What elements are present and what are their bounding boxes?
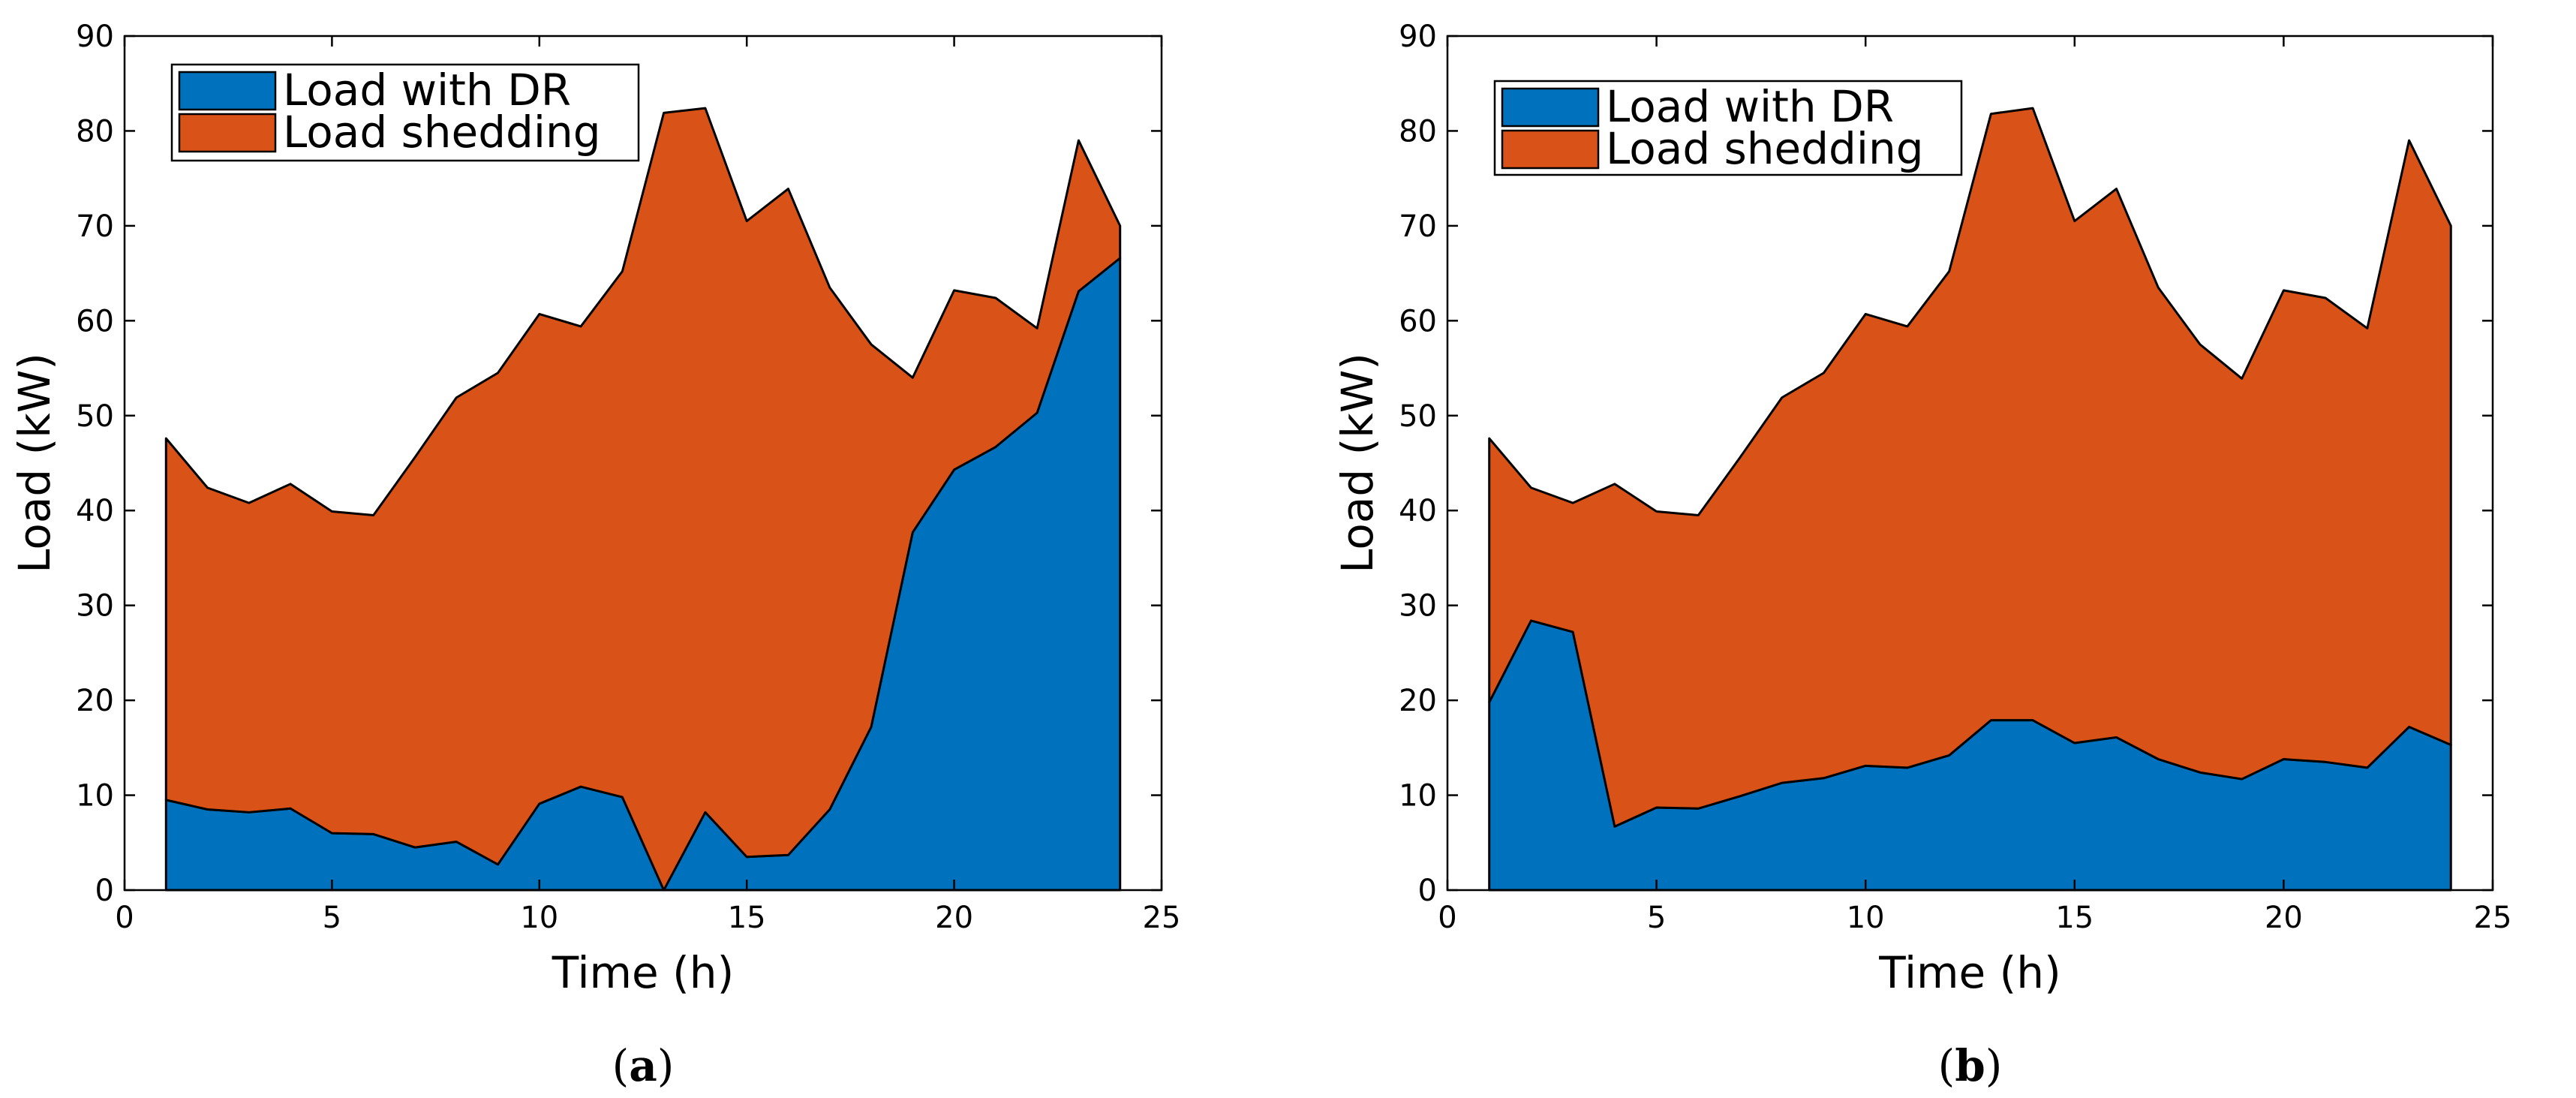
x-tick-label: 20	[2265, 901, 2303, 935]
legend-label-load-shedding: Load shedding	[283, 107, 601, 158]
y-tick-label: 70	[76, 209, 114, 244]
panel-label: (a)	[612, 1040, 675, 1091]
x-tick-label: 15	[728, 901, 766, 935]
legend-swatch-load-with-dr	[1501, 87, 1600, 128]
panel-label: (b)	[1938, 1040, 2003, 1091]
y-tick-label: 0	[95, 874, 114, 908]
y-tick-label: 20	[1399, 684, 1437, 718]
y-tick-label: 50	[76, 399, 114, 434]
x-tick-label: 0	[115, 901, 134, 935]
y-tick-label: 80	[76, 114, 114, 149]
x-tick-label: 15	[2055, 901, 2094, 935]
legend-label-load-with-dr: Load with DR	[1606, 81, 1894, 132]
area-load-shedding	[1488, 107, 2452, 828]
y-tick-label: 30	[76, 589, 114, 624]
y-tick-label: 50	[1399, 399, 1437, 434]
legend-swatch-load-shedding	[178, 113, 277, 153]
plot-frame	[123, 35, 1163, 892]
y-tick-label: 40	[1399, 494, 1437, 528]
y-tick-label: 80	[1399, 114, 1437, 149]
y-tick-label: 90	[76, 20, 114, 54]
x-tick-label: 25	[1143, 901, 1181, 935]
y-tick-label: 60	[1399, 304, 1437, 338]
x-axis-label: Time (h)	[552, 947, 734, 998]
chart-panel-a: 0 5 10 15 20 25 0 10 20 30 40 50 60 70 80 90 Time (h) Loa…	[9, 20, 1180, 1091]
y-tick-label: 10	[1399, 779, 1437, 814]
y-axis-label: Load (kW)	[1332, 353, 1383, 573]
plot-frame	[1446, 35, 2494, 892]
y-axis-label: Load (kW)	[9, 353, 60, 573]
x-tick-label: 0	[1438, 901, 1456, 935]
y-tick-label: 40	[76, 494, 114, 528]
legend-label-load-with-dr: Load with DR	[283, 65, 571, 116]
x-tick-label: 20	[935, 901, 973, 935]
y-tick-label: 10	[76, 779, 114, 814]
legend-swatch-load-with-dr	[178, 71, 277, 111]
y-tick-label: 0	[1418, 874, 1437, 908]
chart-panel-b: 0 5 10 15 20 25 0 10 20 30 40 50 60 70 80 90 Time (h) Loa…	[1332, 20, 2511, 1091]
legend-swatch-load-shedding	[1501, 129, 1600, 170]
y-tick-label: 60	[76, 304, 114, 338]
x-tick-label: 10	[520, 901, 558, 935]
x-tick-label: 5	[1647, 901, 1666, 935]
x-tick-label: 10	[1847, 901, 1885, 935]
area-load-shedding	[164, 107, 1122, 892]
x-axis-label: Time (h)	[1878, 947, 2060, 998]
y-tick-label: 90	[1399, 20, 1437, 54]
x-tick-label: 25	[2474, 901, 2512, 935]
x-tick-label: 5	[323, 901, 341, 935]
y-tick-label: 30	[1399, 589, 1437, 624]
y-tick-label: 20	[76, 684, 114, 718]
y-tick-label: 70	[1399, 209, 1437, 244]
legend-label-load-shedding: Load shedding	[1606, 123, 1924, 174]
